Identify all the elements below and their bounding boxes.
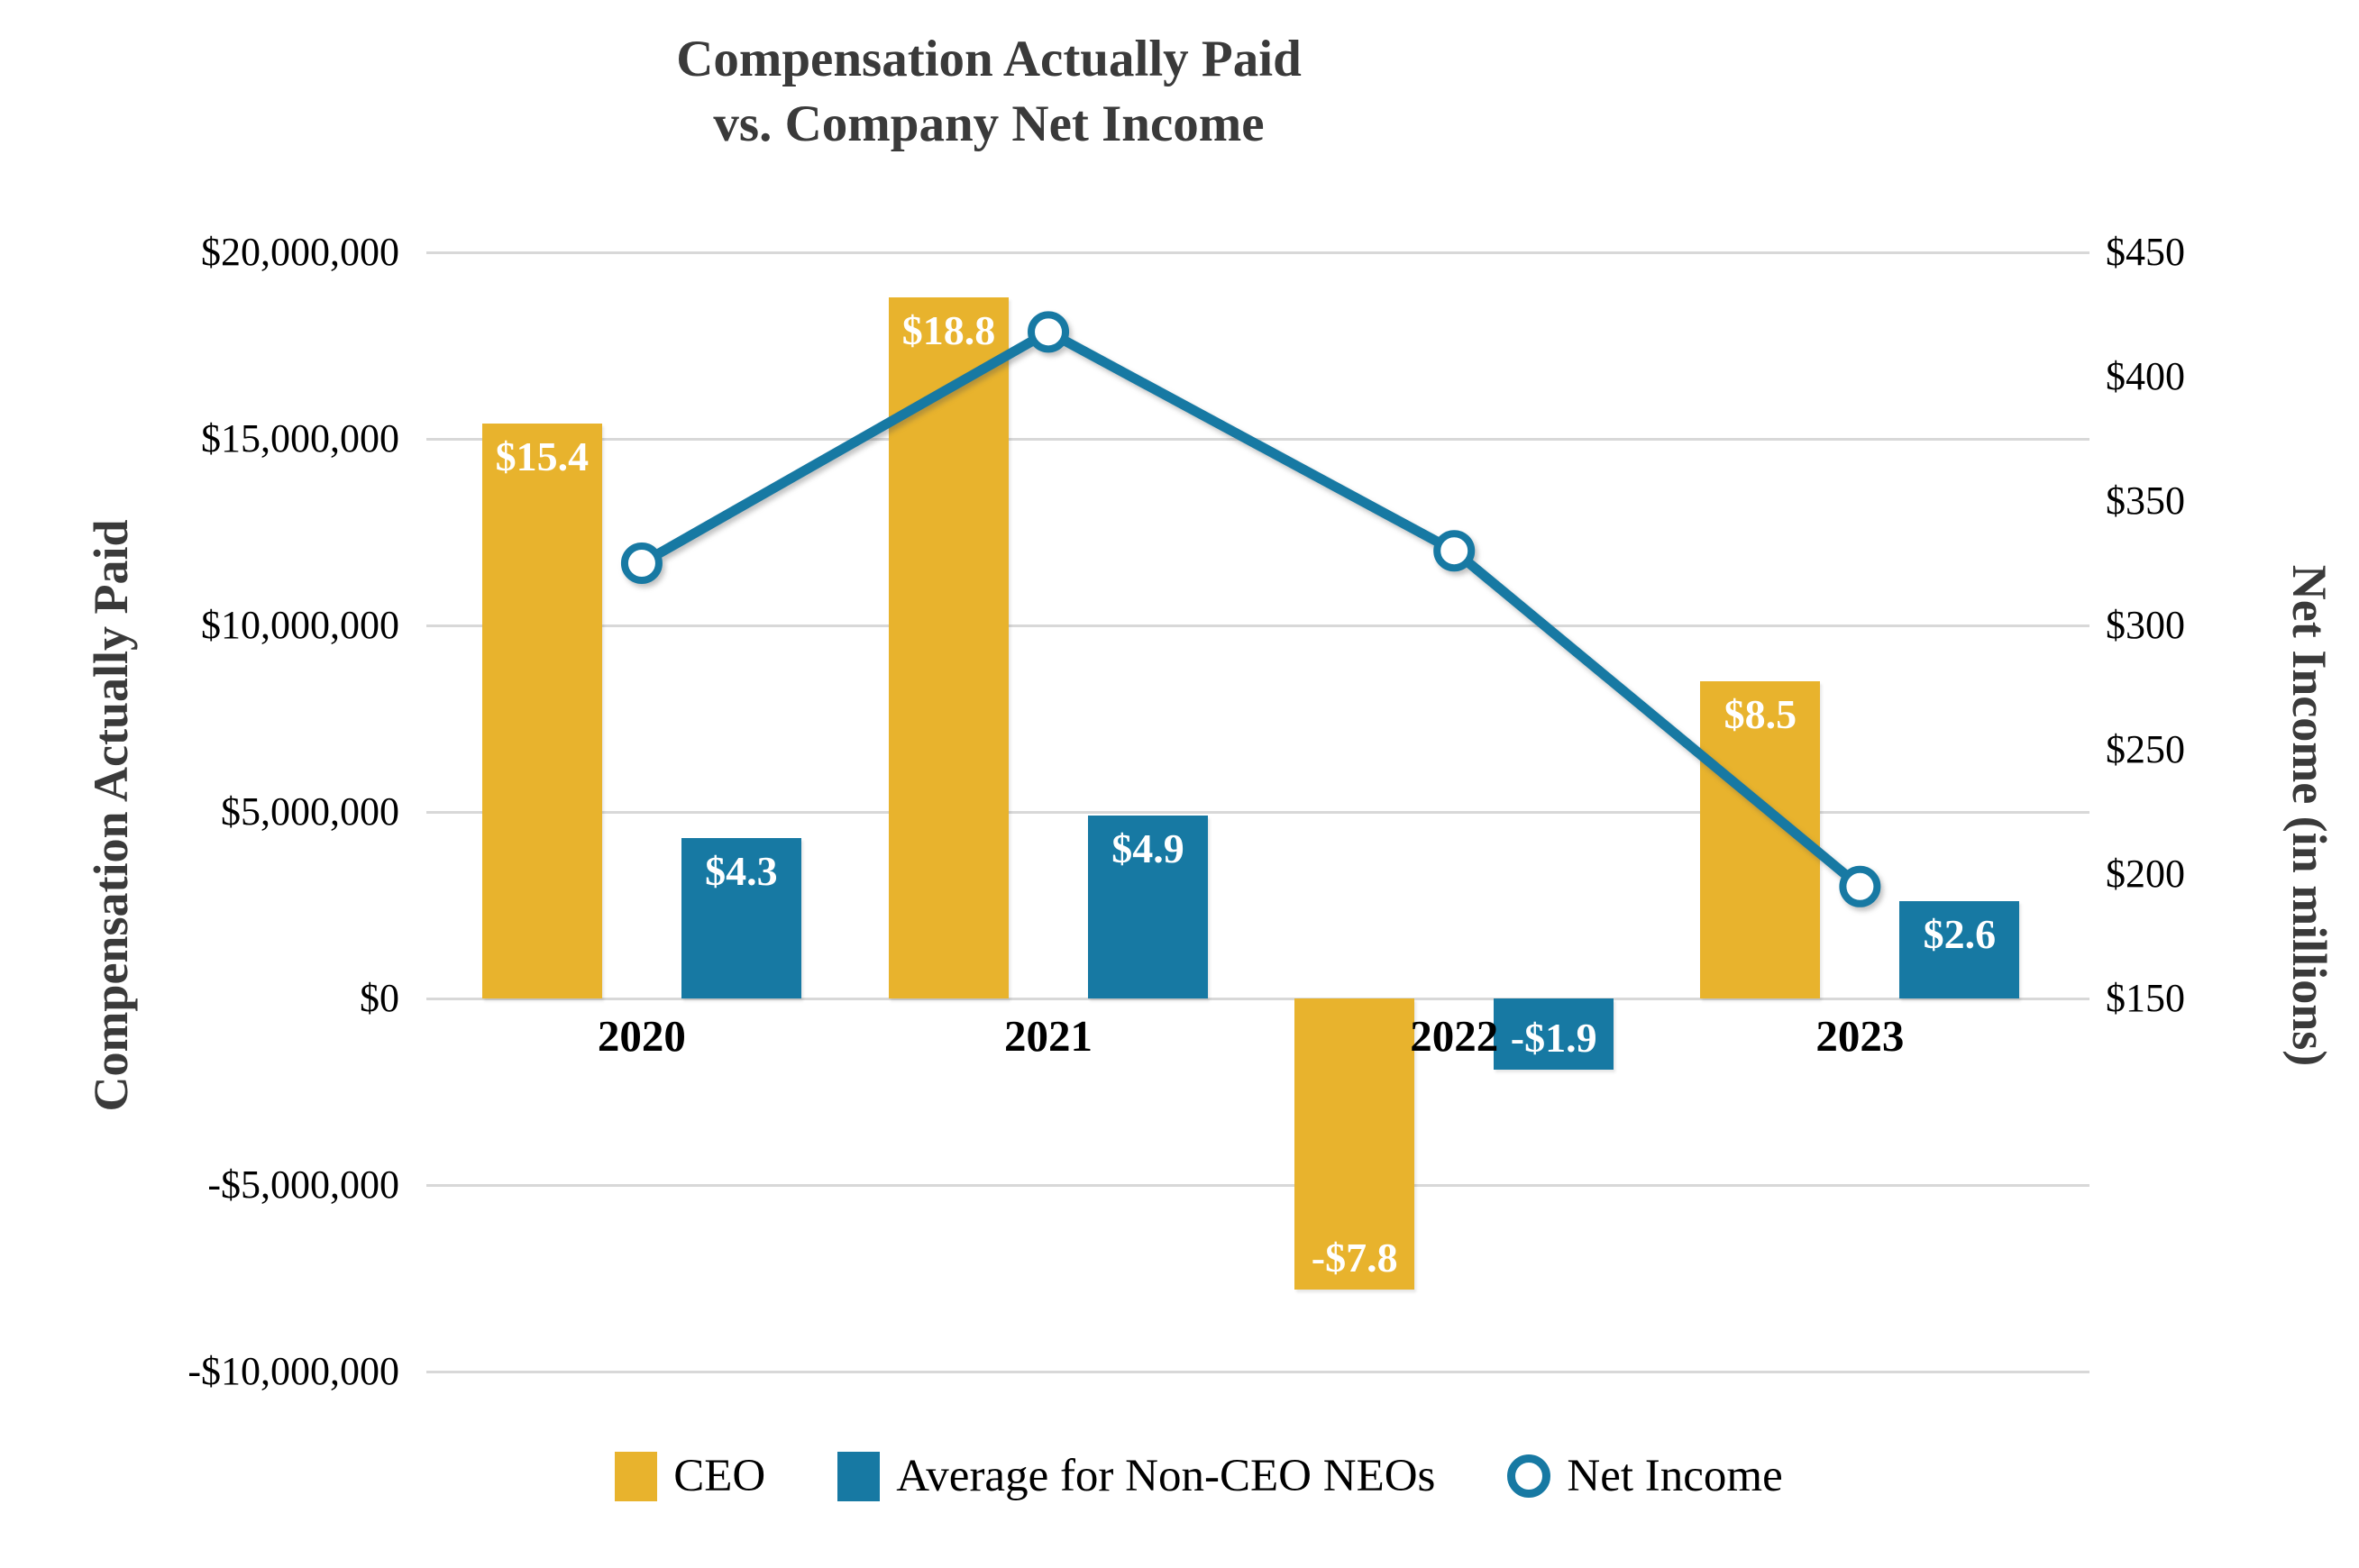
legend-item-ceo: CEO <box>615 1449 765 1503</box>
left-axis-tick-label: $10,000,000 <box>201 603 399 647</box>
gridline <box>426 1184 2089 1187</box>
gridline <box>426 811 2089 814</box>
net-income-line-layer <box>620 311 1881 907</box>
left-axis-tick-label: -$5,000,000 <box>207 1162 399 1207</box>
legend-item-average-for-non-ceo-neos: Average for Non-CEO NEOs <box>837 1449 1435 1503</box>
bar-value-label: $2.6 <box>1923 911 1997 958</box>
ceo-bar-2020 <box>481 424 602 998</box>
legend-swatch-icon <box>837 1451 881 1501</box>
bar-value-label: -$7.8 <box>1311 1234 1398 1281</box>
bar-value-label: $4.9 <box>1111 825 1184 872</box>
legend-ring-icon <box>1507 1454 1551 1498</box>
x-axis-label-2020: 2020 <box>597 1011 686 1061</box>
bar-value-label: $4.3 <box>705 847 778 894</box>
plot-area: $15.4 $18.8 -$7.8 $8.5 $4.3 $4.9 -$1.9 $2.6 202… <box>426 251 2089 1373</box>
right-axis-tick-label: $350 <box>2106 479 2185 523</box>
right-axis-tick-label: $150 <box>2106 976 2185 1020</box>
right-axis-title: Net Income (in millions) <box>2282 564 2336 1067</box>
gridline <box>426 624 2089 627</box>
net-income-marker-2021 <box>1028 311 1070 353</box>
chart-title-line2: vs. Company Net Income <box>713 96 1265 152</box>
bar-value-label: -$1.9 <box>1510 1014 1597 1061</box>
gridline <box>426 1371 2089 1373</box>
gridline <box>426 998 2089 1000</box>
neo-bar-2022 <box>1494 998 1614 1070</box>
legend-label: Average for Non-CEO NEOs <box>896 1451 1436 1501</box>
right-axis-tick-label: $250 <box>2106 727 2185 771</box>
left-axis-tick-label: $0 <box>360 976 399 1020</box>
left-axis-tick-label: $20,000,000 <box>201 230 399 274</box>
left-axis-tick-label: $5,000,000 <box>221 789 399 834</box>
net-income-line <box>639 326 1863 891</box>
net-income-marker-2020 <box>620 542 663 584</box>
right-axis-tick-label: $300 <box>2106 603 2185 647</box>
x-axis-label-2021: 2021 <box>1004 1011 1093 1061</box>
x-axis-label-2023: 2023 <box>1815 1011 1905 1061</box>
net-income-marker-2023 <box>1839 865 1881 907</box>
x-axis-label-2022: 2022 <box>1410 1011 1499 1061</box>
legend-item-net-income: Net Income <box>1507 1449 1783 1503</box>
bar-value-label: $18.8 <box>901 306 996 353</box>
chart-title-line1: Compensation Actually Paid <box>676 31 1302 87</box>
neo-bar-2020 <box>681 837 801 998</box>
legend-swatch-icon <box>615 1451 658 1501</box>
left-axis-tick-label: -$10,000,000 <box>187 1349 399 1393</box>
right-axis-tick-label: $400 <box>2106 354 2185 398</box>
right-axis-tick-label: $450 <box>2106 230 2185 274</box>
net-income-marker-2022 <box>1433 530 1476 572</box>
bar-value-label: $8.5 <box>1724 691 1797 738</box>
bar-value-label: $15.4 <box>495 433 590 480</box>
ceo-bar-2022 <box>1294 998 1415 1290</box>
chart-title: Compensation Actually Paid vs. Company N… <box>0 27 1978 157</box>
legend-label: Net Income <box>1567 1451 1783 1501</box>
left-axis-tick-label: $15,000,000 <box>201 416 399 460</box>
gridline <box>426 251 2089 254</box>
legend-label: CEO <box>673 1451 766 1501</box>
neo-bar-2021 <box>1088 816 1209 998</box>
right-axis-tick-label: $200 <box>2106 852 2185 896</box>
legend: CEO Average for Non-CEO NEOs Net Income <box>0 1449 2359 1503</box>
neo-bar-2023 <box>1899 901 2020 998</box>
